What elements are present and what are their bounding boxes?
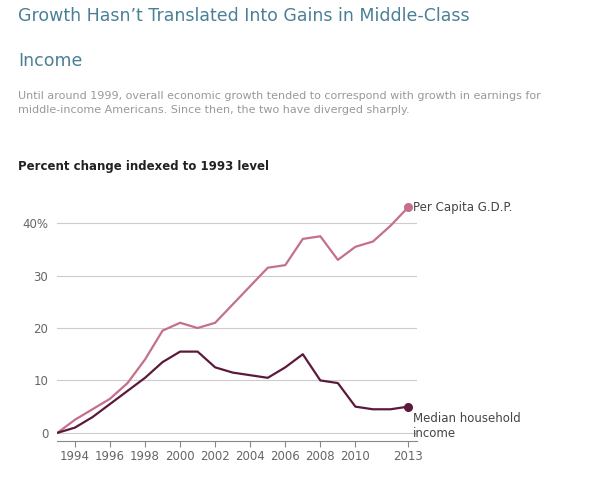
Text: Income: Income — [18, 52, 83, 70]
Text: Median household
income: Median household income — [413, 412, 521, 440]
Text: Until around 1999, overall economic growth tended to correspond with growth in e: Until around 1999, overall economic grow… — [18, 91, 541, 115]
Text: Percent change indexed to 1993 level: Percent change indexed to 1993 level — [18, 160, 269, 173]
Text: Per Capita G.D.P.: Per Capita G.D.P. — [413, 201, 513, 214]
Text: Growth Hasn’t Translated Into Gains in Middle-Class: Growth Hasn’t Translated Into Gains in M… — [18, 7, 470, 25]
